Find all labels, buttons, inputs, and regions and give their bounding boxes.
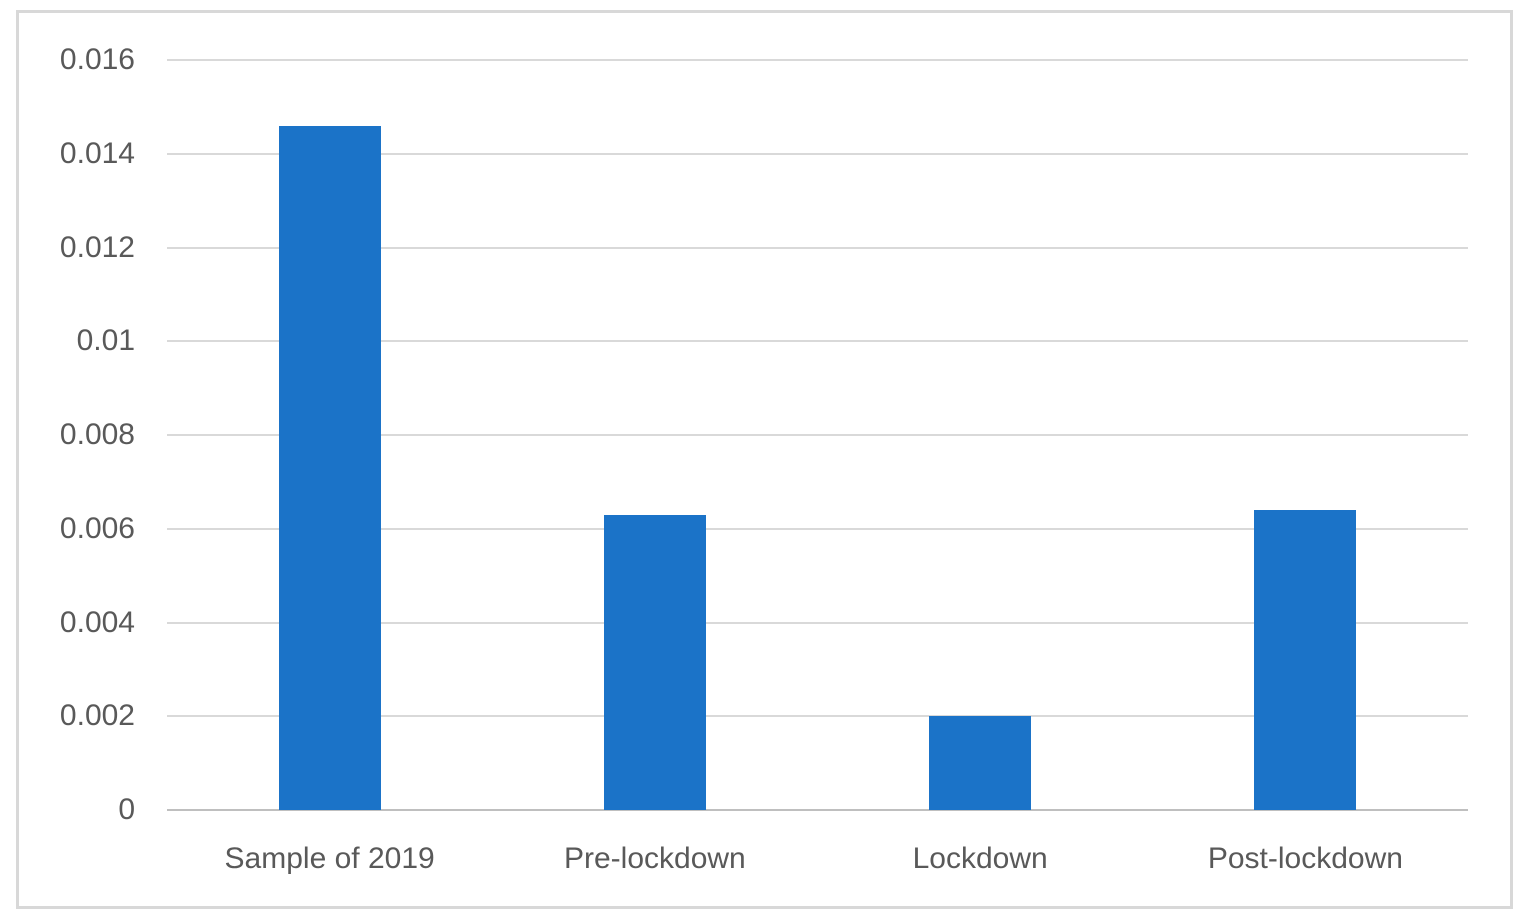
chart-frame bbox=[16, 10, 1513, 909]
